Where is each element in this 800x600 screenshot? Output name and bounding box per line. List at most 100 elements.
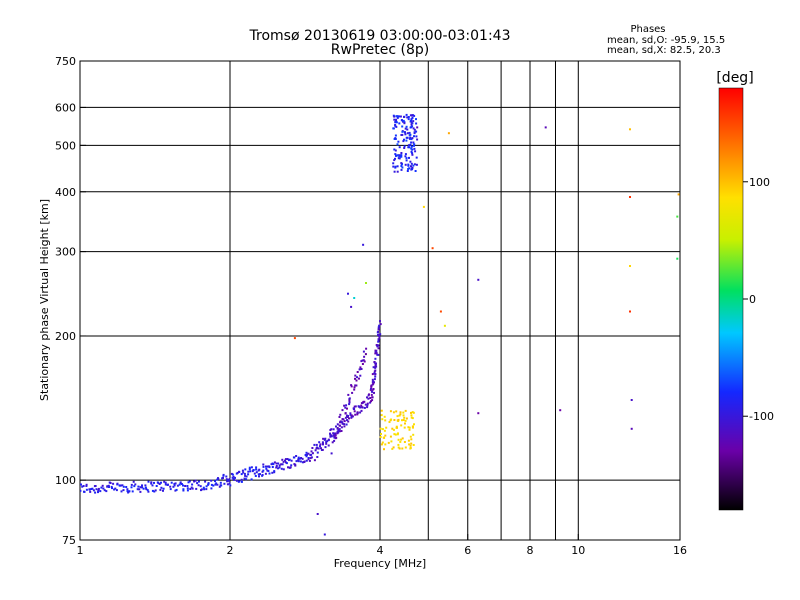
echo-point xyxy=(384,419,387,422)
echo-point xyxy=(110,485,113,488)
echo-point xyxy=(316,451,319,454)
echo-point xyxy=(320,447,322,450)
echo-point xyxy=(243,472,246,475)
echo-point xyxy=(373,378,376,381)
echo-point xyxy=(382,436,385,439)
echo-point xyxy=(376,345,379,348)
echo-point xyxy=(377,340,380,343)
echo-point xyxy=(412,120,415,123)
axis-ticks: 1 2 4 6 8 10 16 75 100 200 300 400 500 600 750 xyxy=(55,55,687,557)
echo-point xyxy=(271,466,274,468)
x-tick-label: 6 xyxy=(464,544,471,557)
echo-point xyxy=(395,154,397,157)
grid-lines xyxy=(80,61,680,540)
echo-point xyxy=(354,413,357,416)
echo-point xyxy=(384,443,387,446)
echo-point xyxy=(280,467,283,470)
echo-point xyxy=(121,484,124,487)
echo-point xyxy=(151,484,154,487)
echo-point xyxy=(393,115,396,118)
echo-point xyxy=(397,140,400,143)
echo-point xyxy=(395,120,397,123)
echo-point xyxy=(408,134,411,137)
echo-point xyxy=(247,470,250,473)
colorbar-tick-label: 100 xyxy=(749,176,770,189)
echo-point xyxy=(258,475,260,478)
echo-point xyxy=(402,140,405,143)
echo-point xyxy=(335,425,337,428)
echo-point xyxy=(356,412,359,415)
echo-point xyxy=(409,114,412,117)
echo-point xyxy=(415,130,418,133)
echo-point xyxy=(359,411,362,414)
echo-point xyxy=(380,409,383,412)
echo-point xyxy=(182,489,185,492)
echo-point xyxy=(301,457,304,460)
echo-point xyxy=(182,484,184,487)
echo-point xyxy=(331,441,334,444)
echo-point xyxy=(321,441,324,444)
echo-point xyxy=(238,480,241,483)
echo-point xyxy=(254,475,257,477)
echo-point xyxy=(391,447,394,450)
echo-point xyxy=(159,488,162,491)
echo-point xyxy=(257,469,260,472)
echo-point xyxy=(265,467,268,470)
echo-point xyxy=(94,491,97,494)
echo-point xyxy=(243,477,246,480)
y-tick-label: 100 xyxy=(55,474,76,487)
echo-point xyxy=(384,434,387,437)
echo-point xyxy=(146,489,149,492)
echo-point xyxy=(399,155,402,158)
echo-point xyxy=(316,456,319,458)
y-tick-label: 75 xyxy=(62,534,76,547)
echo-point xyxy=(397,157,400,160)
echo-point xyxy=(154,489,157,492)
x-tick-label: 16 xyxy=(673,544,687,557)
echo-point xyxy=(261,474,264,476)
echo-point xyxy=(222,473,225,476)
echo-point xyxy=(380,433,382,435)
echo-point xyxy=(321,448,324,451)
echo-point xyxy=(311,447,314,449)
echo-point xyxy=(360,360,363,363)
echo-point xyxy=(393,118,396,121)
echo-point xyxy=(413,144,415,147)
echo-point xyxy=(330,435,333,438)
echo-point xyxy=(278,464,281,467)
echo-point xyxy=(404,419,407,422)
echo-point xyxy=(130,486,133,489)
legend-x-stats: mean, sd,X: 82.5, 20.3 xyxy=(607,45,721,56)
echo-point xyxy=(100,486,103,489)
echo-point xyxy=(277,462,280,465)
echo-point xyxy=(225,475,228,478)
echo-point xyxy=(370,393,373,396)
echo-point xyxy=(410,150,413,153)
echo-point xyxy=(322,443,324,446)
echo-point xyxy=(404,133,407,136)
echo-point xyxy=(341,422,344,425)
echo-point xyxy=(340,426,343,429)
echo-point xyxy=(186,485,189,487)
echo-point xyxy=(411,417,414,420)
echo-point xyxy=(297,459,300,462)
echo-point xyxy=(477,278,480,281)
echo-point xyxy=(324,446,327,449)
echo-point xyxy=(394,166,397,169)
echo-point xyxy=(383,448,385,451)
echo-point xyxy=(375,352,378,354)
echo-point xyxy=(344,416,347,419)
echo-point xyxy=(411,125,414,128)
echo-point xyxy=(399,411,402,414)
echo-point xyxy=(132,480,135,483)
echo-point xyxy=(363,360,366,363)
echo-point xyxy=(163,480,166,483)
echo-point xyxy=(393,159,396,162)
echo-point xyxy=(403,426,406,429)
echo-point xyxy=(219,481,222,484)
echo-point xyxy=(378,336,381,339)
echo-point xyxy=(402,119,405,122)
echo-point xyxy=(295,455,298,457)
echo-point xyxy=(318,441,321,444)
echo-point xyxy=(85,485,88,487)
